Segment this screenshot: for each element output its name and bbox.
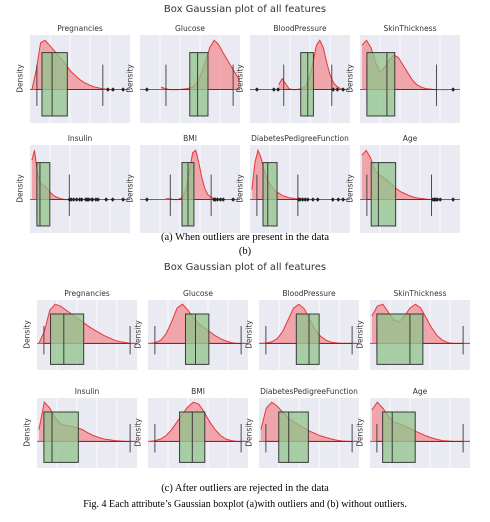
subplot-axes [148,300,248,370]
subplot-axes [259,398,359,468]
box-iqr [366,52,396,117]
box-iqr [50,313,85,365]
subplot-axes [140,145,240,233]
subplot-title: BloodPressure [282,289,336,298]
subplot-axes [30,35,130,123]
subplot-axes [360,145,460,233]
caption-a: (a) When outliers are present in the dat… [160,232,330,243]
outlier-point [300,197,305,202]
kde-area [161,40,240,90]
outlier-point [451,87,456,92]
panel-a-title: Box Gaussian plot of all features [163,4,327,15]
subplot-ylabel: Density [355,418,365,447]
subplot-title: SkinThickness [383,24,437,33]
subplot-title: BloodPressure [273,24,327,33]
figure-caption: Fig. 4 Each attribute’s Gaussian boxplot… [83,499,407,510]
subplot-axes [360,35,460,123]
subplot-title: Age [412,387,428,396]
panel-a-grid: Pregnancies Density Glucose Density BloodPre… [0,0,490,240]
subplot-ylabel: Density [22,320,32,349]
box-iqr [278,411,309,463]
subplot-axes [140,35,240,123]
subplot-title: Glucose [183,289,213,298]
subplot-axes [30,145,130,233]
kde-area [149,304,248,344]
subplot-axes [37,300,137,370]
outlier-point [341,87,346,92]
subplot-title: Insulin [67,134,93,143]
subplot-title: Age [402,134,418,143]
outlier-point [105,87,110,92]
outlier-point [144,87,149,92]
box-iqr [376,313,424,365]
subplot-title: BMI [191,387,205,396]
subplot-ylabel: Density [244,418,254,447]
box-iqr [43,411,79,463]
subplot-axes [37,398,137,468]
box-iqr [189,52,209,117]
subplot-title: SkinThickness [393,289,447,298]
axes-background [250,35,350,123]
subplot-ylabel: Density [133,418,143,447]
box-iqr [262,162,278,227]
outlier-point [254,87,259,92]
box-iqr [382,411,416,463]
panel-c-grid: Pregnancies Density Glucose Density BloodPre… [22,289,470,468]
subplot-title: BMI [183,134,197,143]
panel-c-title: Box Gaussian plot of all features [163,262,327,273]
subplot-title: Pregnancies [57,24,103,33]
outlier-point [110,87,115,92]
subplot-title: DiabetesPedigreeFunction [251,134,349,143]
box-iqr [41,52,68,117]
kde-area [278,40,344,90]
kde-line [31,39,115,91]
subplot-ylabel: Density [22,418,32,447]
outlier-point [276,87,281,92]
caption-c: (c) After outliers are rejected in the d… [161,483,329,494]
subplot-axes [259,300,359,370]
subplot-axes [250,145,350,233]
box-iqr [295,313,320,365]
kde-line [38,303,137,344]
outlier-point [335,87,340,92]
subplot-axes [370,398,470,468]
outlier-point [121,87,126,92]
subplot-title: Insulin [74,387,100,396]
caption-b: (b) [238,246,252,257]
subplot-ylabel: Density [244,320,254,349]
subplot-axes [370,300,470,370]
outlier-point [303,197,308,202]
subplot-ylabel: Density [133,320,143,349]
box-iqr [300,52,314,117]
subplot-title: Pregnancies [64,289,110,298]
box-iqr [370,162,397,227]
subplot-ylabel: Density [355,320,365,349]
subplot-title: Glucose [175,24,205,33]
subplot-title: DiabetesPedigreeFunction [260,387,358,396]
subplot-axes [250,35,350,123]
box-iqr [184,313,210,365]
outlier-point [331,87,336,92]
subplot-axes [148,398,248,468]
outlier-point [271,87,276,92]
